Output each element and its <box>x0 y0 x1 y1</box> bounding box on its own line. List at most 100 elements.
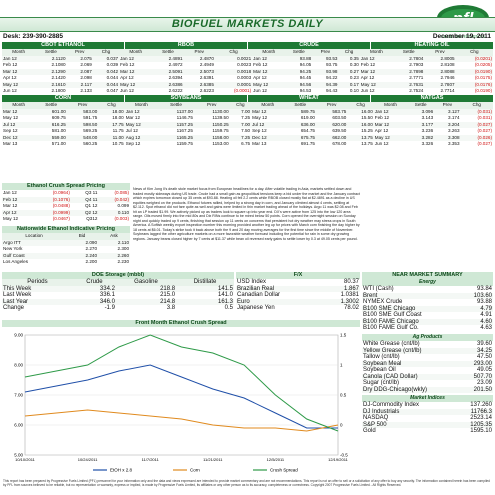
quote-cell: 2.098 <box>80 75 92 80</box>
quote-cell: 2.4891 <box>152 55 184 62</box>
table-cell: 78.02 <box>343 305 359 311</box>
column-header-settle: Settle <box>285 49 313 56</box>
table-cell: 0.099 <box>117 203 130 208</box>
table-cell: Brent <box>362 292 461 299</box>
quote-cell: 1158.00 <box>193 134 230 141</box>
column-header-settle: Settle <box>35 102 67 109</box>
table-cell: 11766.3 <box>455 408 493 415</box>
section-corn: CORN <box>2 95 124 102</box>
x-tick-label: 10/24/2011 <box>78 457 98 462</box>
quote-cell: 2.069 <box>80 62 92 67</box>
table-cell: 2.110 <box>98 239 130 246</box>
series-line-2 <box>24 334 339 432</box>
table-cell: 4.91 <box>480 312 492 318</box>
table-row: May 12 2.1610 2.117 0.044 May 12 2.6386 2.6385… <box>2 81 493 88</box>
doe-title: DOE Storage (mbbl) <box>2 272 234 279</box>
column-header: Distillate <box>176 279 234 286</box>
table-cell: (0.003) <box>114 216 129 221</box>
table-cell: 93.88 <box>476 299 492 305</box>
column-header-month: Month <box>252 49 286 56</box>
quote-cell: 11.75 <box>112 128 124 133</box>
quote-cell: 18.00 <box>98 108 125 115</box>
table-cell: 103.60 <box>460 292 493 299</box>
table-row: May 12 609.75 591.75 18.00 Mar 12 1146.75 1139… <box>2 115 493 122</box>
quote-cell: Feb 12 <box>253 62 268 67</box>
table-cell: Gulf Coast <box>2 252 67 259</box>
table-cell: 215.0 <box>160 292 176 298</box>
section-cbot-ethanol: CBOT ETHANOL <box>2 42 124 49</box>
quote-cell: 2.7714 <box>440 88 455 93</box>
energy-quotes-table: Month Settle Prev Chg Month Settle Prev Chg Mont… <box>2 49 493 95</box>
quote-cell: Mar 12 <box>2 68 36 75</box>
quote-cell: Dec 12 <box>251 134 285 141</box>
quote-cell: 2.7807 <box>424 81 456 88</box>
quote-cell: Mar 12 <box>359 68 394 75</box>
table-cell: Apr 12 <box>2 209 35 216</box>
column-header-prev: Prev <box>66 102 99 109</box>
column-header-chg: Chg <box>460 102 493 109</box>
column-header-prev: Prev <box>315 102 348 109</box>
table-cell: S&P 500 <box>362 421 455 428</box>
quote-cell: Apr 12 <box>120 75 134 80</box>
quote-cell: 3.174 <box>448 115 460 120</box>
column-header-settle: Settle <box>35 49 67 56</box>
quote-cell: 94.53 <box>299 88 312 93</box>
quote-cell: 2.1800 <box>51 88 66 93</box>
quote-cell: Jul 12 <box>125 128 138 133</box>
quote-cell: 2.7631 <box>393 81 425 88</box>
quote-cell: 0.037 <box>92 55 120 62</box>
quote-cell: (0.0205) <box>474 62 492 67</box>
column-header-chg: Chg <box>92 49 120 56</box>
table-cell: 141.5 <box>176 285 234 292</box>
table-cell: Q312 <box>86 216 98 221</box>
column-header-settle: Settle <box>284 102 316 109</box>
quote-cell: 15.50 <box>361 115 373 120</box>
series-line-0 <box>24 364 338 429</box>
table-cell: New York <box>3 246 23 251</box>
quote-cell: 3.263 <box>448 128 460 133</box>
table-row: White Grease (cnt/lb) 39.60 <box>362 341 493 348</box>
quote-cell: Mar 12 <box>2 108 36 115</box>
quote-cell: 691.75 <box>300 141 315 146</box>
column-header: Bid <box>66 233 98 240</box>
column-header-settle: Settle <box>152 49 184 56</box>
quote-cell: 0.30 <box>349 62 359 67</box>
quote-cell: 0.0021 <box>214 55 253 62</box>
quote-cell: 3.096 <box>407 108 435 115</box>
quote-cell: 2.1420 <box>51 75 66 80</box>
table-row: Brazilian Real 1.867 <box>236 285 360 292</box>
quote-cell: 675.75 <box>284 134 316 141</box>
quote-cell: 0.044 <box>92 81 120 88</box>
quote-cell: 1137.00 <box>158 108 194 115</box>
quote-cell: 639.50 <box>332 128 347 133</box>
quote-cell: 678.00 <box>332 141 347 146</box>
quote-cell: 6.75 <box>241 141 251 146</box>
table-cell: Last Week <box>3 292 32 298</box>
section-wheat: WHEAT <box>248 95 370 102</box>
quote-cell: 3.353 <box>448 141 460 146</box>
quote-cell: Apr 12 <box>3 75 17 80</box>
table-row: This Week 334.2 218.8 141.5 <box>2 285 234 292</box>
column-header-prev: Prev <box>424 49 456 56</box>
table-cell: USD Index <box>237 279 267 285</box>
table-cell: Q2 12 <box>70 209 99 216</box>
table-cell: 47.50 <box>476 354 492 360</box>
table-cell: Feb 12 <box>2 196 35 203</box>
table-cell: 218.8 <box>115 285 177 292</box>
table-row: Sep 12 581.00 569.25 11.75 Jul 12 1167.25 1159… <box>2 128 493 135</box>
quote-cell: 2.7898 <box>393 68 425 75</box>
quote-cell: (0.0201) <box>455 55 493 62</box>
quote-cell: 2.117 <box>66 81 93 88</box>
disclaimer: This report has been prepared by Progres… <box>3 479 490 487</box>
table-cell: WTI (Cash) <box>363 286 394 292</box>
table-row: Dry DDG-Chicago(wkly) 201.50 <box>362 386 493 393</box>
table-row: Japanese Yen 78.02 <box>236 305 360 312</box>
table-row: Mar 12 601.00 583.00 18.00 Jan 12 1137.00 1130… <box>2 108 493 115</box>
quote-cell: 1165.25 <box>158 134 194 141</box>
quote-cell: 620.00 <box>315 121 348 128</box>
title-band <box>0 17 495 32</box>
quote-cell: Jan 12 <box>2 55 36 62</box>
right-tick-label: 0.5 <box>340 393 347 398</box>
table-row: Feb 12 2.1080 2.069 0.039 Feb 12 2.4972 2.4949… <box>2 62 493 69</box>
quote-cell: May 12 <box>119 81 153 88</box>
